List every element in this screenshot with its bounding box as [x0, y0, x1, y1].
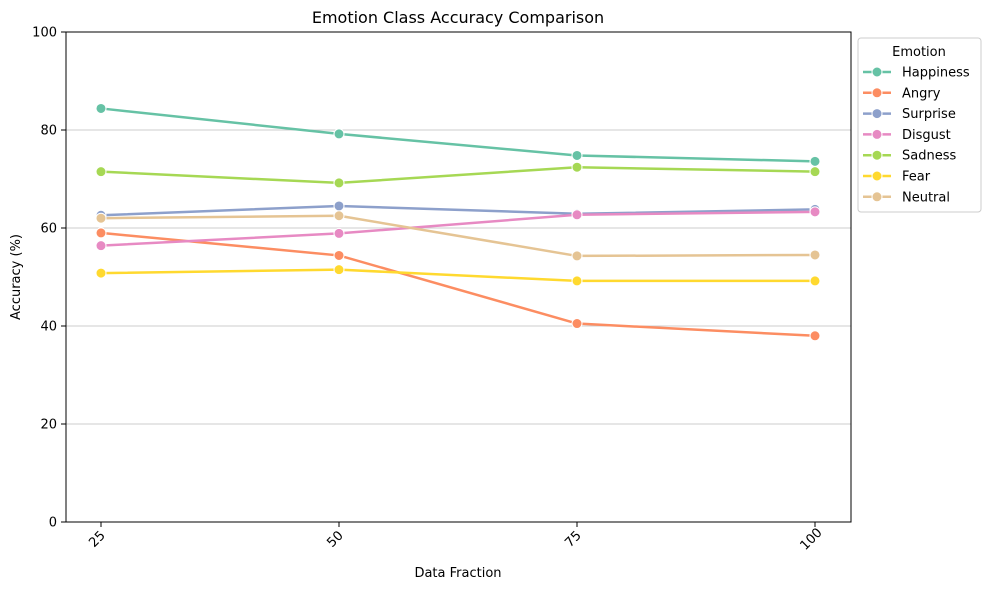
- series-line: [99, 231, 817, 338]
- data-point: [809, 275, 821, 287]
- data-point: [95, 227, 107, 239]
- series-line: [99, 210, 817, 247]
- x-tick-label: 25: [86, 528, 108, 550]
- legend-label: Angry: [902, 86, 941, 101]
- legend-marker: [871, 128, 883, 140]
- y-tick-label: 0: [49, 516, 57, 531]
- chart-title: Emotion Class Accuracy Comparison: [312, 8, 604, 27]
- data-point: [333, 264, 345, 276]
- legend-item-happiness: Happiness: [863, 66, 970, 81]
- series-neutral: [95, 210, 821, 262]
- legend-marker: [871, 87, 883, 99]
- legend-item-fear: Fear: [863, 170, 931, 185]
- series-layer: [95, 102, 821, 342]
- data-point: [571, 161, 583, 173]
- legend-label: Surprise: [902, 107, 956, 122]
- data-point: [333, 128, 345, 140]
- x-tick-label: 50: [324, 528, 346, 550]
- legend: Emotion Happiness Angry Surprise Disgust Sad…: [857, 37, 982, 213]
- legend-items: Happiness Angry Surprise Disgust Sadness Fear…: [863, 66, 970, 205]
- series-line: [99, 165, 817, 185]
- legend-marker: [871, 149, 883, 161]
- data-point: [809, 155, 821, 167]
- series-disgust: [95, 206, 821, 252]
- series-line: [99, 268, 817, 283]
- y-tick-label: 80: [40, 124, 57, 139]
- data-point: [809, 206, 821, 218]
- legend-item-disgust: Disgust: [863, 128, 951, 143]
- legend-label: Sadness: [902, 149, 956, 164]
- data-point: [571, 318, 583, 330]
- data-point: [333, 249, 345, 261]
- legend-item-angry: Angry: [863, 86, 941, 101]
- series-fear: [95, 264, 821, 287]
- x-axis-title: Data Fraction: [414, 566, 501, 581]
- legend-label: Disgust: [902, 128, 951, 143]
- data-point: [333, 200, 345, 212]
- y-tick-label: 100: [32, 26, 57, 41]
- data-point: [333, 177, 345, 189]
- legend-box: [857, 37, 982, 213]
- x-tick-label: 75: [562, 528, 584, 550]
- legend-label: Fear: [902, 170, 931, 185]
- data-point: [809, 330, 821, 342]
- data-point: [571, 250, 583, 262]
- data-point: [95, 102, 107, 114]
- y-axis-ticks: 0 20 40 60 80 100: [32, 26, 66, 531]
- series-line: [99, 107, 817, 163]
- x-axis-ticks: 25 50 75 100: [86, 522, 826, 554]
- legend-marker: [871, 191, 883, 203]
- data-point: [571, 209, 583, 221]
- series-line: [99, 214, 817, 258]
- y-tick-label: 40: [40, 320, 57, 335]
- data-point: [333, 227, 345, 239]
- series-sadness: [95, 161, 821, 189]
- data-point: [809, 166, 821, 178]
- legend-title: Emotion: [892, 45, 946, 60]
- y-tick-label: 20: [40, 418, 57, 433]
- legend-item-sadness: Sadness: [863, 149, 956, 164]
- legend-item-surprise: Surprise: [863, 107, 956, 122]
- series-line: [99, 204, 817, 217]
- legend-item-neutral: Neutral: [863, 190, 950, 205]
- series-angry: [95, 227, 821, 342]
- data-point: [571, 149, 583, 161]
- data-point: [809, 249, 821, 261]
- legend-label: Neutral: [902, 190, 950, 205]
- data-point: [571, 275, 583, 287]
- y-tick-label: 60: [40, 222, 57, 237]
- legend-marker: [871, 170, 883, 182]
- grid-lines: [66, 31, 851, 523]
- data-point: [95, 267, 107, 279]
- plot-area-frame: [65, 31, 852, 523]
- legend-marker: [871, 108, 883, 120]
- legend-label: Happiness: [902, 66, 970, 81]
- legend-marker: [871, 66, 883, 78]
- y-axis-title: Accuracy (%): [9, 234, 24, 320]
- data-point: [333, 210, 345, 222]
- data-point: [95, 240, 107, 252]
- data-point: [95, 166, 107, 178]
- x-tick-label: 100: [797, 525, 825, 553]
- data-point: [95, 212, 107, 224]
- series-happiness: [95, 102, 821, 167]
